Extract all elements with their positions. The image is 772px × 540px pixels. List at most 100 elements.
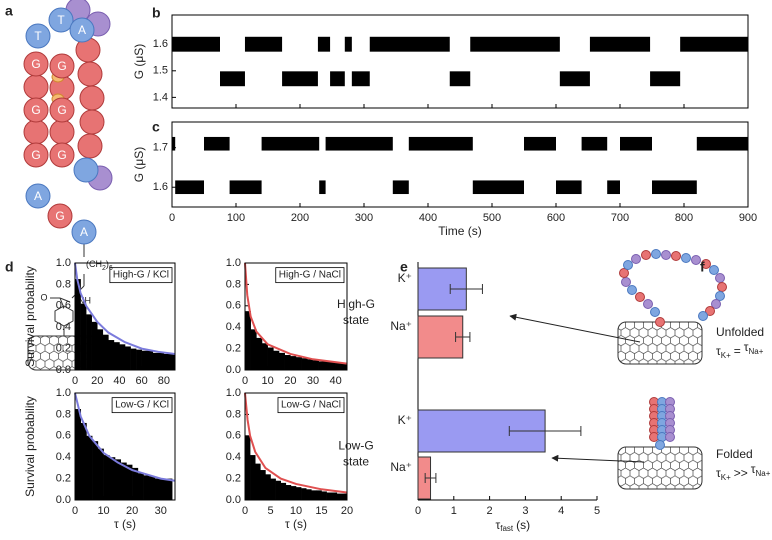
bead: [698, 311, 708, 321]
hist-bar: [285, 485, 292, 500]
state-segment: [317, 36, 331, 52]
fit-curve: [244, 262, 348, 365]
y-tick-label: 0.8: [226, 408, 241, 420]
hist-bar: [86, 435, 93, 500]
bead: [655, 440, 665, 450]
hist-bar: [149, 476, 156, 500]
hist-bar: [245, 435, 251, 500]
hist-bar: [336, 493, 343, 500]
state-segment: [261, 136, 320, 151]
state-segment: [369, 36, 450, 52]
bead: [643, 299, 653, 309]
x-tick-label: 5: [267, 505, 273, 517]
bead: [715, 291, 725, 301]
base: [49, 53, 75, 79]
nanotube: [617, 446, 703, 490]
hist-bar: [296, 487, 302, 500]
x-tick-label: 30: [155, 505, 167, 517]
x-tick-label: 100: [227, 212, 245, 224]
state-segment: [620, 136, 652, 151]
hist-bar: [160, 478, 167, 500]
plot-title: Low-G / NaCl: [281, 400, 341, 411]
state-segment: [652, 180, 697, 195]
base-label: T: [57, 13, 65, 27]
y-tick-label: 0.8: [226, 278, 241, 290]
bead: [691, 255, 701, 265]
x-tick-label: 80: [158, 375, 170, 387]
bead: [661, 250, 671, 260]
y-tick-label: 1.4: [153, 91, 168, 103]
bead: [79, 85, 105, 111]
hist-bar: [284, 355, 291, 370]
hist-bar: [75, 279, 81, 370]
bead: [651, 249, 661, 259]
bead: [77, 133, 103, 159]
hist-bar: [290, 486, 297, 500]
state-segment: [172, 136, 176, 151]
bead: [665, 432, 675, 442]
linker-part: ): [106, 259, 109, 269]
hist-bar: [102, 334, 109, 370]
hist-bar: [301, 358, 308, 370]
x-tick-label: 600: [547, 212, 565, 224]
y-tick-label: 0.6: [226, 430, 241, 442]
bead: [711, 299, 721, 309]
base: [49, 97, 75, 123]
group-label: Low-G: [338, 439, 373, 453]
group-label: state: [343, 455, 369, 469]
state-segment: [344, 36, 352, 52]
y-tick-label: 0.6: [56, 300, 71, 312]
base-label: G: [57, 148, 66, 162]
hist-bar: [275, 480, 281, 500]
hist-bar: [136, 349, 142, 370]
y-tick-label: 1.5: [153, 65, 168, 77]
y-tick-label: 0.6: [56, 430, 71, 442]
bead: [73, 157, 99, 183]
x-tick-label: 20: [284, 375, 296, 387]
relation-part: τ: [716, 344, 721, 358]
x-tick-label: 10: [290, 505, 302, 517]
hist-bar: [321, 491, 327, 500]
hist-bar: [301, 488, 307, 500]
bead: [709, 265, 719, 275]
x-axis-label: τ (s): [114, 517, 136, 531]
hist-bar: [262, 343, 268, 370]
state-segment: [696, 136, 748, 151]
state-segment: [282, 71, 318, 87]
base: [47, 203, 73, 229]
base-label: A: [80, 225, 88, 239]
y-tick-label: 1.0: [56, 257, 71, 269]
x-tick-label: 1: [451, 505, 457, 517]
state-segment: [330, 71, 345, 87]
category-label: Na⁺: [390, 319, 412, 333]
title-box: [111, 397, 173, 414]
hist-bar: [331, 492, 338, 500]
plot-title: High-G / KCl: [113, 270, 169, 281]
hist-bar: [245, 311, 251, 370]
hist-bar: [341, 363, 348, 370]
state-segment: [204, 136, 230, 151]
relation-part: =: [734, 344, 741, 358]
base-label: G: [31, 57, 40, 71]
bead: [619, 268, 629, 278]
x-tick-label: 500: [483, 212, 501, 224]
bead: [681, 253, 691, 263]
bead: [23, 74, 49, 100]
x-tick-label: 5: [594, 505, 600, 517]
label-part: τ: [496, 518, 501, 532]
hist-bar: [166, 478, 173, 500]
arrow: [509, 313, 641, 343]
state-segment: [229, 180, 262, 195]
base-label: G: [57, 59, 66, 73]
y-tick-label: 1.0: [226, 387, 241, 399]
hist-bar: [267, 347, 274, 370]
state-segment: [581, 136, 608, 151]
hist-bar: [91, 321, 98, 370]
base: [71, 219, 97, 245]
y-tick-label: 0.4: [56, 451, 71, 463]
base: [69, 17, 95, 43]
x-tick-label: 0: [415, 505, 421, 517]
x-tick-label: 0: [242, 375, 248, 387]
plot-frame: [244, 262, 348, 371]
